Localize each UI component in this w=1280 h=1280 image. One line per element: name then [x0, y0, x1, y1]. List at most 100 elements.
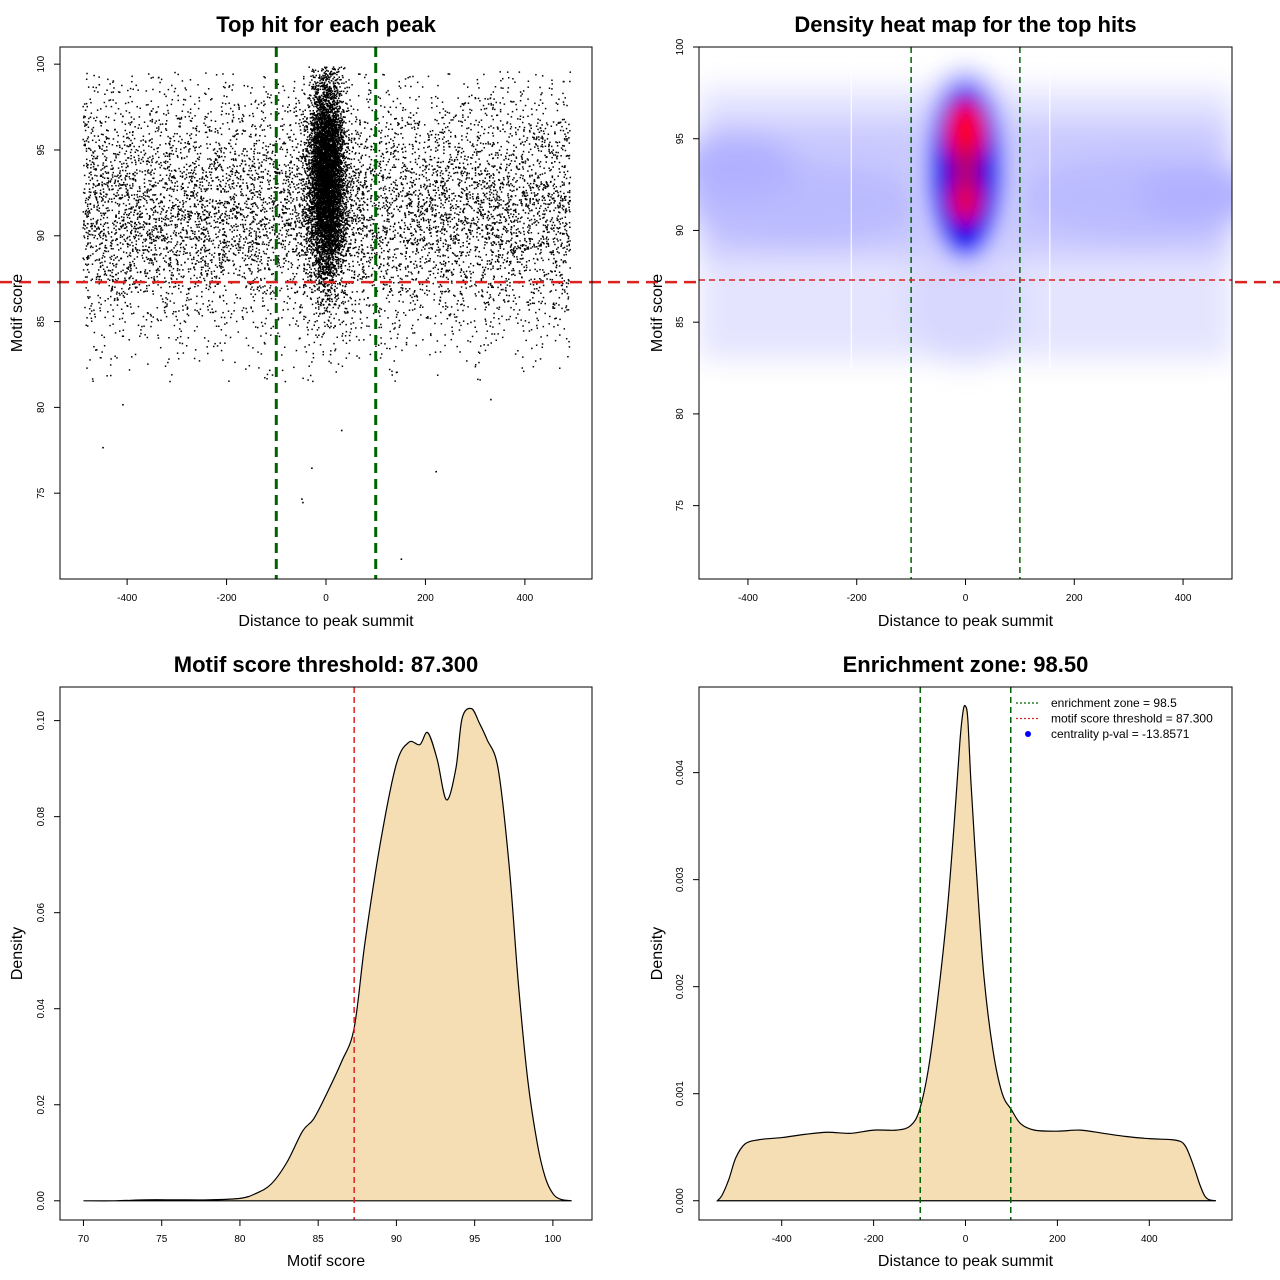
data-point	[213, 256, 215, 258]
data-point	[398, 80, 400, 83]
data-point	[286, 252, 288, 255]
data-point	[183, 157, 186, 159]
data-point	[232, 182, 235, 184]
data-point	[132, 277, 134, 280]
data-point	[98, 145, 100, 147]
data-point	[263, 75, 265, 78]
data-point	[521, 166, 524, 168]
data-point	[270, 291, 272, 294]
data-point	[131, 313, 133, 315]
data-point	[222, 241, 224, 243]
data-point	[383, 250, 385, 252]
data-point	[282, 309, 285, 311]
data-point	[88, 233, 90, 236]
data-point	[254, 101, 256, 103]
data-point	[510, 251, 513, 253]
data-point	[310, 229, 313, 231]
data-point	[418, 178, 421, 180]
data-point	[485, 254, 488, 256]
data-point	[170, 217, 172, 219]
data-point	[423, 237, 426, 240]
data-point	[158, 128, 160, 130]
data-point	[122, 282, 125, 285]
data-point	[470, 285, 473, 287]
data-point	[124, 277, 126, 279]
data-point	[547, 242, 549, 245]
data-point	[471, 196, 474, 198]
data-point	[551, 79, 553, 82]
data-point	[257, 173, 259, 175]
data-point	[175, 150, 177, 153]
data-point	[156, 111, 158, 113]
data-point	[222, 187, 224, 190]
data-point	[355, 202, 357, 204]
data-point	[120, 216, 123, 218]
data-point	[308, 195, 311, 198]
data-point	[388, 128, 390, 131]
data-point	[557, 204, 559, 207]
data-point	[398, 326, 401, 328]
data-point	[281, 208, 283, 211]
data-point	[204, 131, 207, 134]
data-point	[356, 188, 359, 190]
data-point	[443, 189, 446, 192]
data-point	[216, 202, 219, 205]
data-point	[196, 238, 199, 240]
data-point	[200, 295, 203, 298]
data-point	[417, 148, 420, 150]
data-point	[90, 222, 92, 225]
data-point	[169, 175, 171, 177]
data-point	[111, 168, 114, 170]
data-point	[127, 221, 129, 224]
data-point	[99, 121, 102, 124]
data-point	[568, 280, 570, 282]
data-point	[241, 218, 244, 221]
data-point	[215, 325, 218, 327]
data-point	[112, 80, 115, 82]
data-point	[468, 251, 471, 253]
data-point	[185, 173, 188, 176]
data-point	[493, 275, 495, 277]
data-point	[567, 191, 569, 193]
data-point	[213, 226, 216, 229]
data-point	[473, 201, 476, 204]
data-point	[243, 230, 246, 233]
data-point	[222, 300, 225, 302]
data-point	[545, 246, 548, 248]
data-point	[449, 235, 452, 238]
data-point	[493, 180, 496, 182]
data-point	[167, 218, 170, 220]
data-point	[499, 243, 502, 246]
data-point	[562, 209, 565, 211]
data-point	[295, 97, 297, 100]
data-point	[471, 230, 474, 232]
data-point	[498, 203, 500, 205]
data-point	[134, 159, 136, 161]
data-point	[296, 165, 298, 168]
data-point	[428, 270, 430, 273]
data-point	[130, 231, 132, 233]
data-point	[278, 264, 280, 267]
data-point	[378, 326, 380, 329]
data-point	[126, 193, 129, 195]
data-point	[222, 246, 225, 249]
data-point	[426, 185, 428, 187]
data-point	[380, 155, 382, 158]
data-point	[293, 80, 296, 83]
data-point	[306, 128, 309, 131]
data-point	[261, 129, 264, 131]
data-point	[244, 202, 246, 205]
data-point	[208, 128, 211, 131]
data-point	[354, 174, 357, 177]
data-point	[362, 200, 365, 203]
data-point	[221, 258, 224, 261]
data-point	[224, 103, 227, 105]
data-point	[131, 221, 133, 223]
data-point	[447, 288, 449, 290]
data-point	[114, 128, 116, 131]
data-point	[425, 258, 427, 260]
data-point	[484, 97, 486, 100]
data-point	[446, 306, 449, 308]
data-point	[213, 148, 216, 150]
data-point	[452, 167, 455, 170]
